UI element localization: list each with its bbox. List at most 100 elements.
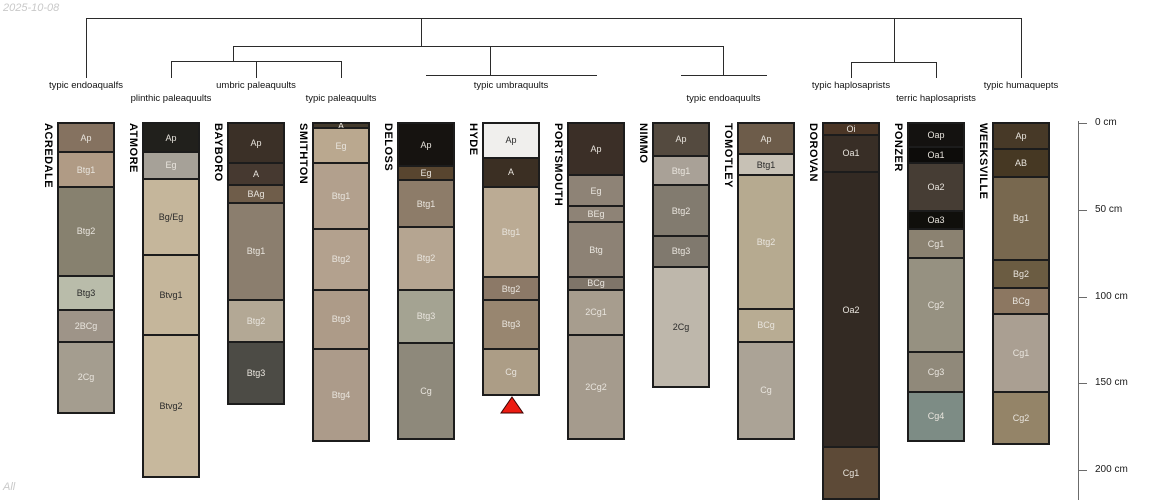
horizon-nimmo-btg3: Btg3 (653, 235, 709, 267)
horizon-bayboro-btg1: Btg1 (228, 202, 284, 300)
horizon-dorovan-oa1: Oa1 (823, 135, 879, 172)
horizon-portsmouth-bcg: BCg (568, 277, 624, 290)
horizon-bayboro-btg2: Btg2 (228, 299, 284, 342)
horizon-acredale-2bcg: 2BCg (58, 310, 114, 342)
horizon-acredale-btg2: Btg2 (58, 187, 114, 276)
horizon-tomotley-bcg: BCg (738, 308, 794, 342)
horizon-atmore-ap: Ap (143, 123, 199, 153)
dendrogram-segment-1 (86, 18, 87, 78)
depth-tick-100 (1078, 296, 1087, 298)
dendrogram-segment-3 (233, 46, 724, 47)
horizon-nimmo-btg2: Btg2 (653, 185, 709, 236)
horizon-weeksville-bg1: Bg1 (993, 176, 1049, 261)
horizon-atmore-btvg2: Btvg2 (143, 334, 199, 477)
horizon-ponzer-cg4: Cg4 (908, 391, 964, 441)
depth-axis-line (1078, 121, 1079, 500)
horizon-hyde-a: A (483, 157, 539, 188)
horizon-ponzer-oa1: Oa1 (908, 147, 964, 163)
taxonomy-label-typic-paleaquults: typic paleaquults (305, 92, 377, 104)
horizon-smithton-eg: Eg (313, 128, 369, 163)
horizon-dorovan-oi: Oi (823, 123, 879, 136)
taxonomy-label-plinthic-paleaquults: plinthic paleaquults (130, 92, 212, 104)
horizon-deloss-btg1: Btg1 (398, 180, 454, 228)
series-name-bayboro: BAYBORO (212, 123, 224, 182)
horizon-hyde-btg2: Btg2 (483, 277, 539, 300)
series-name-weeksville: WEEKSVILLE (977, 123, 989, 200)
date-note: 2025-10-08 (3, 2, 60, 14)
dendrogram-segment-4 (233, 46, 234, 62)
dendrogram-segment-9 (490, 46, 491, 76)
horizon-ponzer-oa2: Oa2 (908, 162, 964, 212)
series-name-smithton: SMITHTON (297, 123, 309, 185)
horizon-portsmouth-2cg2: 2Cg2 (568, 334, 624, 439)
horizon-hyde-btg1: Btg1 (483, 187, 539, 278)
horizon-portsmouth-eg: Eg (568, 175, 624, 207)
footer-note: All (3, 481, 16, 493)
horizon-smithton-a: A (313, 121, 369, 131)
horizon-dorovan-cg1: Cg1 (823, 447, 879, 500)
horizon-atmore-eg: Eg (143, 152, 199, 179)
dendrogram-segment-2 (421, 18, 422, 47)
taxonomy-label-umbric-paleaquults: umbric paleaquults (216, 80, 296, 91)
horizon-deloss-eg: Eg (398, 166, 454, 181)
horizon-ponzer-oap: Oap (908, 123, 964, 148)
depth-tick-label-0: 0 cm (1095, 117, 1117, 128)
series-name-deloss: DELOSS (382, 123, 394, 172)
horizon-portsmouth-ap: Ap (568, 123, 624, 176)
horizon-bayboro-bag: BAg (228, 185, 284, 203)
dendrogram-segment-12 (681, 75, 767, 76)
depth-tick-label-100: 100 cm (1095, 290, 1128, 302)
horizon-hyde-cg: Cg (483, 348, 539, 396)
taxonomy-label-typic-haplosaprists: typic haplosaprists (811, 80, 891, 91)
horizon-atmore-bg/eg: Bg/Eg (143, 178, 199, 255)
horizon-portsmouth-2cg1: 2Cg1 (568, 289, 624, 335)
horizon-acredale-btg1: Btg1 (58, 152, 114, 188)
horizon-acredale-2cg: 2Cg (58, 341, 114, 413)
series-name-nimmo: NIMMO (637, 123, 649, 164)
horizon-tomotley-cg: Cg (738, 341, 794, 439)
horizon-smithton-btg3: Btg3 (313, 289, 369, 349)
horizon-hyde-btg3: Btg3 (483, 299, 539, 349)
horizon-nimmo-ap: Ap (653, 123, 709, 156)
horizon-weeksville-cg2: Cg2 (993, 391, 1049, 444)
dendrogram-segment-14 (851, 62, 937, 63)
horizon-bayboro-btg3: Btg3 (228, 341, 284, 405)
series-name-tomotley: TOMOTLEY (722, 123, 734, 188)
dendrogram-segment-0 (86, 18, 1022, 19)
series-name-acredale: ACREDALE (42, 123, 54, 189)
horizon-dorovan-oa2: Oa2 (823, 171, 879, 448)
horizon-weeksville-bg2: Bg2 (993, 260, 1049, 288)
dendrogram-segment-16 (936, 62, 937, 78)
taxonomy-label-typic-humaquepts: typic humaquepts (983, 80, 1059, 91)
horizon-smithton-btg4: Btg4 (313, 348, 369, 441)
horizon-portsmouth-btg: Btg (568, 221, 624, 278)
horizon-ponzer-cg3: Cg3 (908, 352, 964, 392)
horizon-weeksville-ab: AB (993, 149, 1049, 177)
horizon-smithton-btg1: Btg1 (313, 162, 369, 229)
depth-tick-0 (1078, 123, 1087, 124)
series-name-portsmouth: PORTSMOUTH (552, 123, 564, 207)
dendrogram-segment-11 (723, 46, 724, 76)
horizon-bayboro-ap: Ap (228, 123, 284, 163)
dendrogram-segment-6 (171, 61, 172, 78)
horizon-weeksville-ap: Ap (993, 123, 1049, 150)
horizon-atmore-btvg1: Btvg1 (143, 254, 199, 335)
taxonomy-label-typic-endoaquults: typic endoaquults (686, 92, 761, 104)
horizon-tomotley-btg1: Btg1 (738, 154, 794, 176)
horizon-bayboro-a: A (228, 162, 284, 186)
depth-tick-150 (1078, 383, 1087, 385)
horizon-deloss-ap: Ap (398, 123, 454, 167)
depth-tick-50 (1078, 209, 1087, 211)
horizon-ponzer-oa3: Oa3 (908, 211, 964, 229)
series-name-hyde: HYDE (467, 123, 479, 156)
depth-tick-label-50: 50 cm (1095, 203, 1123, 215)
horizon-tomotley-btg2: Btg2 (738, 175, 794, 309)
horizon-weeksville-cg1: Cg1 (993, 313, 1049, 392)
taxonomy-label-terric-haplosaprists: terric haplosaprists (896, 92, 976, 104)
depth-tick-label-150: 150 cm (1095, 377, 1128, 389)
horizon-deloss-btg3: Btg3 (398, 289, 454, 344)
dendrogram-segment-15 (851, 62, 852, 78)
horizon-smithton-btg2: Btg2 (313, 228, 369, 290)
dendrogram-segment-17 (1021, 18, 1022, 78)
